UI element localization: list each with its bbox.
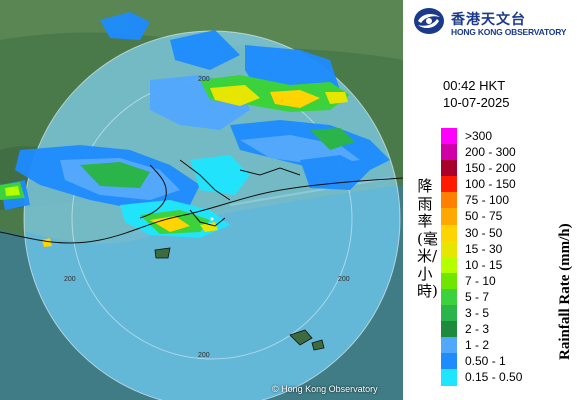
- legend-label: 75 - 100: [465, 193, 510, 208]
- legend-label: 7 - 10: [465, 273, 496, 288]
- legend-swatch: [441, 192, 457, 209]
- legend-swatch: [441, 128, 457, 145]
- legend-item: 5 - 7: [441, 288, 537, 306]
- legend-swatch: [441, 240, 457, 257]
- legend-swatch: [441, 144, 457, 161]
- legend-item: 2 - 3: [441, 321, 537, 338]
- legend-label: >300: [465, 129, 493, 143]
- rain-echo-heavy: [5, 85, 348, 247]
- unit-label-chinese: 降雨率(毫米/小時): [417, 177, 438, 300]
- copyright-notice: © Hong Kong Observatory: [272, 384, 378, 394]
- legend-swatch: [441, 176, 457, 193]
- observation-date: 10-07-2025: [443, 95, 510, 110]
- legend-item: 15 - 30: [441, 240, 537, 257]
- legend-label: 15 - 30: [465, 241, 503, 256]
- coverage-detail: [24, 177, 400, 400]
- legend-panel: 香港天文台 HONG KONG OBSERVATORY 00:42 HKT 10…: [403, 0, 577, 400]
- legend-label: 1 - 2: [465, 338, 490, 353]
- legend-item: 100 - 150: [441, 176, 537, 193]
- hko-logo-icon: [414, 8, 444, 34]
- legend-label: 10 - 15: [465, 257, 503, 272]
- legend-item: 0.50 - 1: [441, 353, 537, 370]
- legend-swatch: [441, 256, 457, 273]
- range-label-west: 200: [64, 276, 76, 283]
- legend-item: 30 - 50: [441, 224, 537, 241]
- legend-item: 200 - 300: [441, 144, 537, 161]
- legend-item: 50 - 75: [441, 208, 537, 225]
- legend-label: 50 - 75: [465, 209, 503, 224]
- radar-site-marker: [210, 217, 214, 221]
- legend-item: 150 - 200: [441, 160, 537, 177]
- legend-swatch: [441, 160, 457, 177]
- legend-item: 7 - 10: [441, 272, 537, 289]
- hko-logo: 香港天文台 HONG KONG OBSERVATORY: [413, 6, 577, 38]
- legend-swatch: [441, 353, 457, 370]
- legend-label: 100 - 150: [465, 177, 516, 192]
- legend-item: 0.15 - 0.50: [441, 369, 537, 386]
- legend-label: 5 - 7: [465, 289, 490, 304]
- legend-swatch: [441, 321, 457, 338]
- range-label-north: 200: [198, 76, 210, 83]
- legend-label: 30 - 50: [465, 225, 503, 240]
- legend-label: 200 - 300: [465, 145, 516, 160]
- legend-swatch: [441, 305, 457, 322]
- legend-label: 150 - 200: [465, 161, 516, 176]
- org-name-chinese: 香港天文台: [451, 11, 526, 27]
- legend-swatch: [441, 272, 457, 289]
- coastlines: [0, 159, 403, 244]
- islands: [154, 247, 325, 351]
- unit-label-english: Rainfall Rate (mm/h): [557, 223, 573, 360]
- legend-label: 0.15 - 0.50: [465, 370, 523, 385]
- observation-time: 00:42 HKT: [443, 78, 506, 93]
- upper-terrain: [0, 0, 403, 60]
- legend-swatch: [441, 369, 457, 386]
- legend-item: 75 - 100: [441, 192, 537, 209]
- range-label-east: 200: [338, 276, 350, 283]
- legend-item: 10 - 15: [441, 256, 537, 273]
- legend-swatch: [441, 288, 457, 306]
- legend-label: 3 - 5: [465, 306, 490, 321]
- range-label-south: 200: [198, 352, 210, 359]
- rainfall-legend: >300 200 - 300 150 - 200 100 - 150 75 - 100 5…: [441, 128, 537, 386]
- radar-map-canvas: [0, 0, 403, 400]
- legend-item: >300: [441, 128, 537, 145]
- legend-label: 0.50 - 1: [465, 354, 506, 369]
- legend-label: 2 - 3: [465, 322, 490, 337]
- legend-swatch: [441, 337, 457, 354]
- legend-item: 3 - 5: [441, 305, 537, 322]
- radar-map[interactable]: 200 200 200 200 © Hong Kong Observatory: [0, 0, 403, 400]
- legend-swatch: [441, 208, 457, 225]
- org-name-english: HONG KONG OBSERVATORY: [451, 27, 567, 37]
- legend-item: 1 - 2: [441, 337, 537, 354]
- legend-swatch: [441, 224, 457, 241]
